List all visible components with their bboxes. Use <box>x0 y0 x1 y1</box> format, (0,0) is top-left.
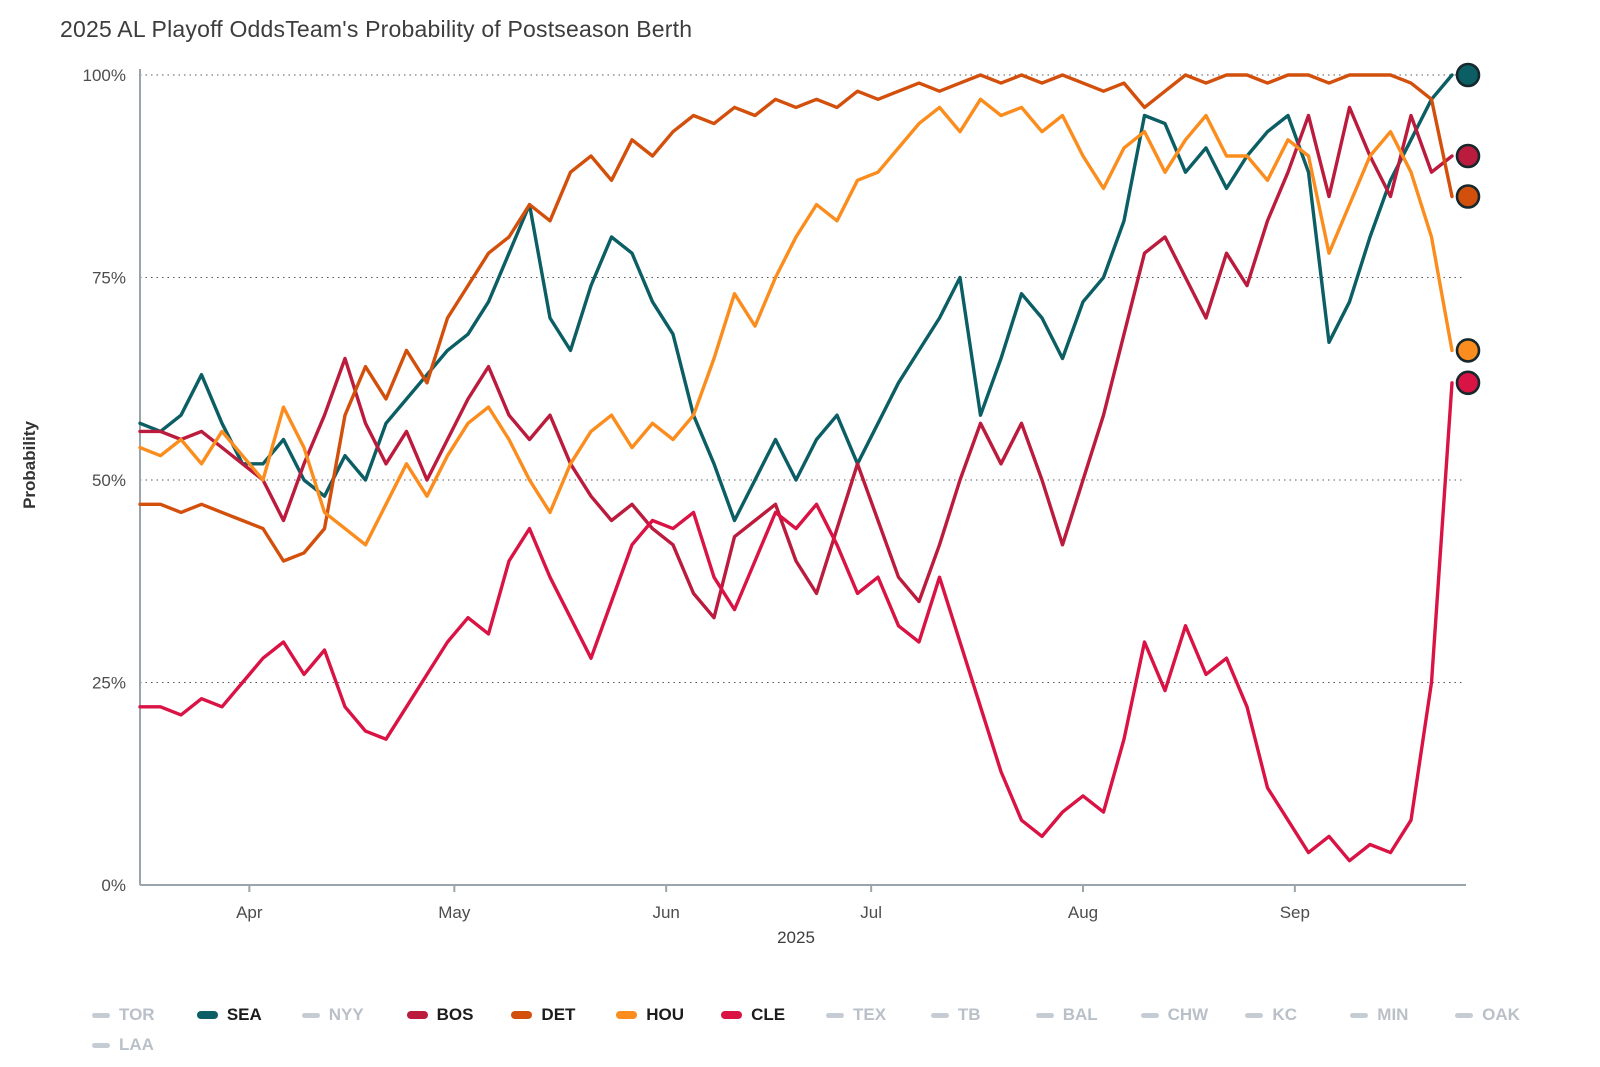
legend-swatch-DET <box>511 1011 533 1019</box>
legend: TOR SEA NYY BOS DET HOU CLE TEX TB BAL CHW KC MIN OAK… <box>92 1005 1560 1055</box>
x-tick-label-Sep: Sep <box>1280 903 1310 922</box>
legend-swatch-MIN <box>1350 1012 1369 1018</box>
series-line-CLE <box>138 381 1454 863</box>
legend-label-TB: TB <box>957 1005 981 1024</box>
legend-item-MIN[interactable]: MIN <box>1350 1005 1455 1025</box>
endpoint-marker-SEA[interactable] <box>1455 62 1481 88</box>
legend-label-DET: DET <box>541 1005 576 1024</box>
y-tick-label-0%: 0% <box>101 876 126 895</box>
endpoint-marker-BOS[interactable] <box>1455 143 1481 169</box>
legend-item-CHW[interactable]: CHW <box>1140 1005 1246 1025</box>
legend-label-TOR: TOR <box>119 1005 155 1024</box>
endpoint-marker-DET[interactable] <box>1455 184 1481 209</box>
x-tick-label-Aug: Aug <box>1068 903 1098 922</box>
legend-label-LAA: LAA <box>119 1035 154 1054</box>
legend-item-KC[interactable]: KC <box>1245 1005 1350 1025</box>
series-line-BOS <box>138 105 1454 620</box>
legend-label-OAK: OAK <box>1482 1005 1520 1024</box>
legend-item-HOU[interactable]: HOU <box>616 1005 721 1025</box>
series-line-SEA <box>138 73 1454 523</box>
legend-swatch-TB <box>930 1012 949 1018</box>
legend-label-MIN: MIN <box>1377 1005 1409 1024</box>
legend-item-TB[interactable]: TB <box>930 1005 1036 1025</box>
legend-swatch-HOU <box>616 1011 638 1019</box>
legend-item-OAK[interactable]: OAK <box>1455 1005 1560 1025</box>
chart-title: 2025 AL Playoff OddsTeam's Probability o… <box>60 16 692 43</box>
legend-swatch-NYY <box>301 1012 320 1018</box>
legend-swatch-BAL <box>1035 1012 1054 1018</box>
legend-item-CLE[interactable]: CLE <box>721 1005 826 1025</box>
legend-label-BOS: BOS <box>436 1005 474 1024</box>
chart-title-main: 2025 AL Playoff Odds <box>60 16 286 42</box>
endpoint-marker-HOU[interactable] <box>1455 338 1481 363</box>
endpoint-marker-CLE[interactable] <box>1455 370 1481 396</box>
x-tick-label-Apr: Apr <box>236 903 263 922</box>
legend-label-HOU: HOU <box>646 1005 685 1024</box>
legend-label-CLE: CLE <box>751 1005 786 1024</box>
x-tick-label-May: May <box>438 903 471 922</box>
legend-item-TEX[interactable]: TEX <box>825 1005 931 1025</box>
y-tick-label-25%: 25% <box>92 674 126 693</box>
chart-plot-area[interactable]: 0% 25% 50% 75% 100% Apr May Jun Jul Aug Sep <box>0 0 1600 950</box>
legend-item-BOS[interactable]: BOS <box>406 1005 512 1025</box>
x-axis-label: 2025 <box>777 928 815 947</box>
legend-item-SEA[interactable]: SEA <box>196 1005 302 1025</box>
x-tick-label-Jun: Jun <box>652 903 679 922</box>
legend-swatch-LAA <box>92 1042 110 1048</box>
legend-label-CHW: CHW <box>1167 1005 1209 1024</box>
legend-item-BAL[interactable]: BAL <box>1035 1005 1141 1025</box>
y-tick-label-50%: 50% <box>92 471 126 490</box>
legend-item-TOR[interactable]: TOR <box>92 1005 197 1025</box>
y-tick-label-100%: 100% <box>83 66 126 85</box>
legend-swatch-KC <box>1245 1012 1264 1018</box>
legend-swatch-TEX <box>825 1012 844 1018</box>
legend-item-LAA[interactable]: LAA <box>92 1035 197 1055</box>
legend-item-NYY[interactable]: NYY <box>301 1005 407 1025</box>
legend-label-BAL: BAL <box>1062 1005 1098 1024</box>
x-tick-label-Jul: Jul <box>860 903 882 922</box>
legend-swatch-BOS <box>406 1011 428 1019</box>
legend-label-NYY: NYY <box>328 1005 364 1024</box>
legend-swatch-CHW <box>1140 1012 1159 1018</box>
legend-label-SEA: SEA <box>226 1005 262 1024</box>
legend-swatch-CLE <box>721 1011 743 1019</box>
legend-swatch-SEA <box>196 1011 218 1019</box>
legend-label-TEX: TEX <box>852 1005 887 1024</box>
legend-swatch-TOR <box>92 1012 110 1018</box>
legend-label-KC: KC <box>1272 1005 1297 1024</box>
series-line-HOU <box>138 97 1454 547</box>
chart-subtitle: Team's Probability of Postseason Berth <box>285 16 693 42</box>
series-line-DET <box>138 73 1454 563</box>
legend-swatch-OAK <box>1455 1012 1474 1018</box>
legend-item-DET[interactable]: DET <box>511 1005 616 1025</box>
y-tick-label-75%: 75% <box>92 269 126 288</box>
